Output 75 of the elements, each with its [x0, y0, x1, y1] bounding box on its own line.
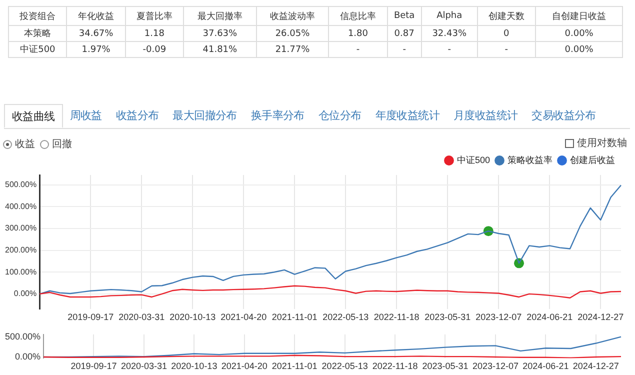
- x-tick-label: 2021-04-20: [221, 361, 268, 372]
- category-label: 夏普比率: [125, 6, 184, 26]
- text: 1.18: [125, 26, 184, 42]
- x-tick-label: 2021-04-20: [220, 312, 267, 322]
- y-tick-label: 500.00%: [5, 331, 41, 342]
- text: 换手率分布: [250, 108, 306, 124]
- x-tick-label: 2021-11-01: [272, 361, 318, 372]
- text: 41.81%: [184, 42, 256, 58]
- y-tick-label: 400.00%: [4, 202, 37, 211]
- x-tick-label: 2020-10-13: [170, 312, 216, 322]
- y-tick-label: 0.00%: [15, 351, 41, 362]
- y-tick-label: 100.00%: [4, 267, 37, 276]
- y-tick-label: 200.00%: [4, 245, 37, 254]
- text: 0.87: [387, 26, 422, 42]
- y-tick-label: 0.00%: [14, 289, 37, 298]
- legend-label: 创建后收益: [570, 154, 615, 165]
- category-label: 收益波动率: [256, 6, 329, 26]
- text: 中证500: [8, 42, 67, 58]
- text: 周收益: [68, 108, 103, 124]
- text: 21.77%: [256, 42, 329, 58]
- x-tick-label: 2023-12-07: [472, 361, 518, 372]
- text: 0.00%: [536, 26, 622, 42]
- text: 本策略: [8, 26, 67, 42]
- text: 1.80: [328, 26, 388, 42]
- x-tick-label: 2022-11-18: [372, 361, 418, 372]
- x-tick-label: 2022-05-13: [322, 361, 368, 372]
- x-tick-label: 2022-05-13: [322, 312, 369, 322]
- category-label: 投资组合: [8, 6, 67, 26]
- text: -: [387, 42, 422, 58]
- text: 32.43%: [422, 26, 478, 42]
- text: 最大回撤分布: [172, 108, 238, 124]
- x-tick-label: 2020-10-13: [171, 361, 218, 372]
- x-tick-label: 2024-12-27: [572, 361, 619, 372]
- x-tick-label: 2019-09-17: [68, 312, 114, 322]
- y-tick-label: 500.00%: [4, 180, 37, 190]
- text: 仓位分布: [317, 108, 362, 124]
- x-tick-label: 2020-03-31: [120, 361, 167, 372]
- text: 交易收益分布: [530, 108, 597, 124]
- category-label: 自创建日收益: [536, 6, 622, 26]
- text: -: [477, 42, 536, 58]
- text: 月度收益统计: [452, 108, 519, 124]
- x-tick-label: 2021-11-01: [272, 312, 318, 322]
- text: 收益分布: [114, 108, 160, 124]
- category-label: 最大回撤率: [184, 6, 256, 26]
- text: 收益: [15, 138, 35, 151]
- text: 34.67%: [66, 26, 126, 42]
- x-tick-label: 2023-05-31: [424, 312, 471, 322]
- category-label: Alpha: [422, 6, 478, 26]
- text: 收益曲线: [4, 104, 63, 128]
- x-tick-label: 2022-11-18: [374, 312, 420, 322]
- category-label: 创建天数: [477, 6, 536, 26]
- x-tick-label: 2024-06-21: [522, 361, 569, 372]
- text: -: [422, 42, 478, 58]
- category-label: Beta: [387, 6, 422, 26]
- text: 年度收益统计: [374, 108, 441, 124]
- x-tick-label: 2024-12-27: [578, 312, 624, 322]
- text: -: [328, 42, 388, 58]
- text: 1.97%: [66, 42, 126, 58]
- legend-label: 中证500: [456, 154, 490, 165]
- x-tick-label: 2020-03-31: [118, 312, 165, 322]
- text: 37.63%: [184, 26, 256, 42]
- text: 使用对数轴: [577, 136, 627, 150]
- category-label: 年化收益: [66, 6, 126, 26]
- text: 26.05%: [256, 26, 329, 42]
- text: 0: [477, 26, 536, 42]
- legend-label: 策略收益率: [508, 154, 552, 165]
- x-tick-label: 2019-09-17: [70, 361, 117, 372]
- text: 回撤: [52, 138, 72, 151]
- category-label: 信息比率: [328, 6, 388, 26]
- text: 0.00%: [536, 42, 622, 58]
- text: -0.09: [125, 42, 184, 58]
- x-tick-label: 2023-12-07: [476, 312, 522, 322]
- y-tick-label: 300.00%: [4, 224, 37, 233]
- x-tick-label: 2024-06-21: [526, 312, 573, 322]
- x-tick-label: 2023-05-31: [422, 361, 468, 372]
